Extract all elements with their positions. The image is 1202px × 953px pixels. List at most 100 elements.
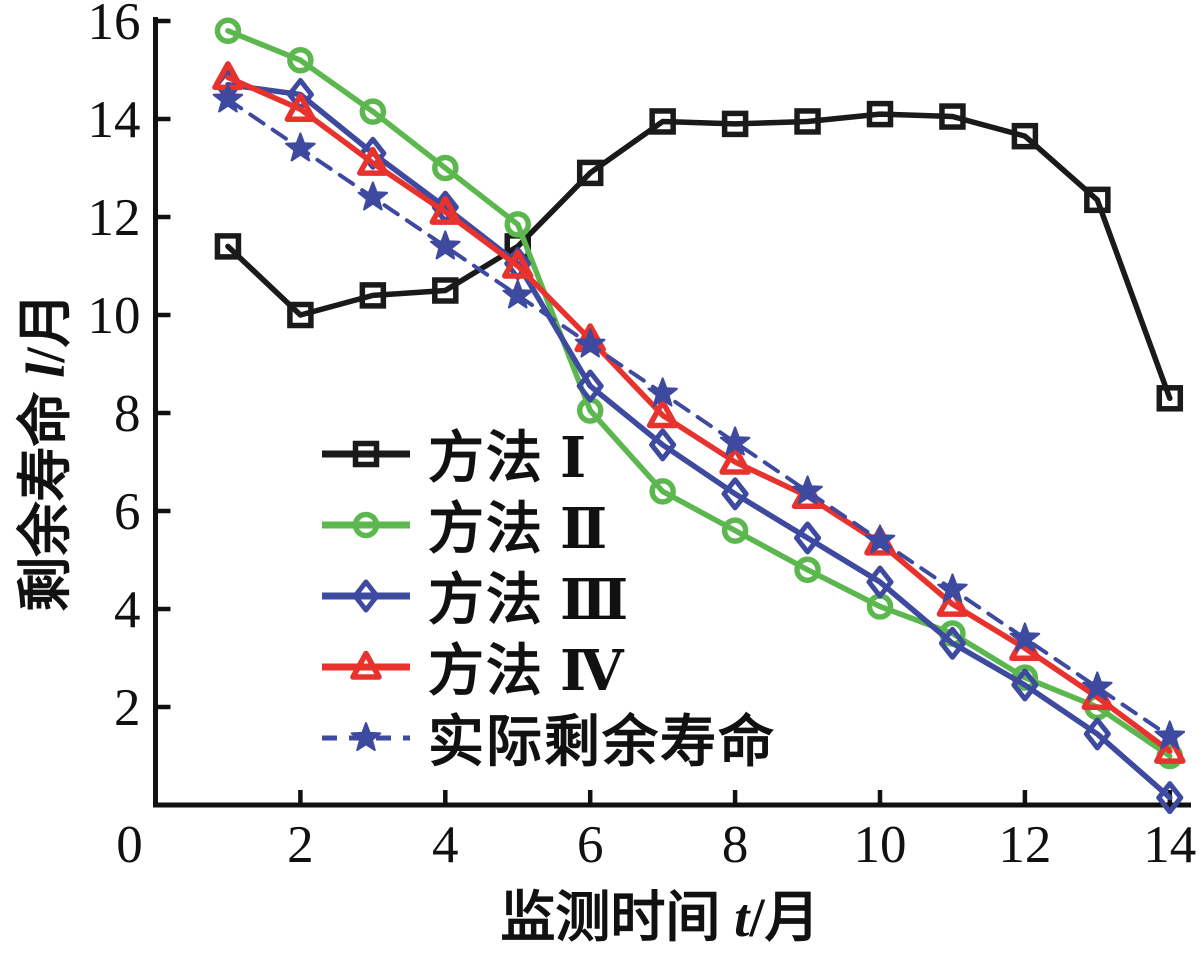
star-marker (212, 83, 244, 113)
square-marker (352, 440, 380, 467)
series-5 (212, 83, 1186, 750)
square-marker (287, 301, 314, 329)
circle-marker (649, 478, 676, 505)
legend-item-method-1: 方法 Ⅰ (318, 418, 776, 490)
x-tick-label: 8 (722, 816, 749, 874)
x-tick-label: 14 (1143, 816, 1196, 874)
diamond-marker (352, 579, 380, 612)
triangle-marker (357, 146, 389, 176)
series-line (225, 81, 1173, 801)
x-tick-label: 4 (432, 816, 459, 874)
square-marker (432, 277, 459, 304)
square-marker (721, 110, 749, 138)
y-tick-label: 10 (88, 287, 141, 345)
square-marker (794, 108, 821, 135)
y-axis-title: 剩余寿命 l/月 (0, 292, 80, 611)
method-2-circle-marker-icon (322, 511, 410, 538)
x-tick-label: 0 (116, 816, 143, 874)
y-tick-label: 4 (114, 581, 141, 639)
diamond-marker (721, 477, 749, 511)
triangle-marker (646, 399, 679, 429)
star-marker (1009, 622, 1041, 652)
star-marker (864, 524, 896, 554)
star-marker (937, 573, 968, 603)
circle-marker (432, 154, 459, 182)
triangle-marker (284, 92, 317, 122)
x-axis-unit: /月 (749, 887, 820, 948)
diamond-marker (1011, 668, 1039, 702)
y-axis-title-text: 剩余寿命 (15, 377, 76, 612)
legend-label-method-3: 方法 Ⅲ (428, 570, 631, 632)
actual-rul-star-marker-icon (322, 721, 410, 751)
star-marker (719, 426, 751, 456)
square-marker (649, 108, 676, 135)
legend-item-method-2: 方法 Ⅱ (318, 489, 776, 561)
y-tick-label: 16 (88, 0, 141, 51)
star-marker (430, 230, 461, 260)
method-3-diamond-marker-icon (322, 579, 410, 612)
x-tick-label: 2 (287, 816, 314, 874)
star-marker (502, 279, 533, 309)
x-tick-label: 10 (854, 816, 907, 874)
square-marker (214, 233, 242, 260)
legend-item-method-4: 方法 Ⅳ (318, 631, 776, 703)
y-tick-label: 8 (114, 385, 141, 443)
triangle-marker (719, 445, 751, 475)
circle-marker (352, 511, 380, 538)
legend: 方法 Ⅰ 方法 Ⅱ 方法 Ⅲ 方法 Ⅳ 实际剩余寿命 (318, 418, 776, 774)
diamond-marker (866, 565, 894, 599)
x-axis-title-text: 监测时间 (500, 887, 735, 948)
diamond-marker (649, 428, 677, 462)
legend-label-actual-rul: 实际剩余寿命 (428, 712, 776, 774)
y-tick-label: 12 (88, 189, 141, 247)
series-line (225, 28, 1173, 759)
legend-label-method-1: 方法 Ⅰ (428, 428, 589, 490)
square-marker (1011, 122, 1039, 150)
legend-item-method-3: 方法 Ⅲ (318, 560, 776, 632)
x-axis-title: 监测时间 t/月 (500, 872, 819, 952)
square-marker (939, 103, 966, 130)
circle-marker (214, 17, 242, 45)
triangle-marker (502, 249, 534, 279)
triangle-marker (429, 195, 462, 225)
diamond-marker (576, 369, 604, 403)
star-marker (1082, 671, 1113, 701)
x-axis-variable: t (734, 887, 750, 948)
series-1 (214, 100, 1184, 412)
circle-marker (721, 517, 749, 544)
legend-label-method-2: 方法 Ⅱ (428, 499, 610, 561)
square-marker (359, 282, 387, 309)
diamond-marker (359, 136, 387, 170)
circle-marker (504, 211, 531, 238)
diamond-marker (938, 626, 966, 660)
square-marker (576, 159, 604, 187)
y-axis-variable: l (15, 362, 76, 378)
axes: 0 2 4 6 8 10 12 14 2 4 6 8 10 12 14 16 (88, 0, 1197, 874)
diamond-marker (1083, 717, 1111, 751)
series-line (225, 97, 1172, 739)
star-marker (792, 475, 823, 505)
legend-label-method-4: 方法 Ⅳ (428, 641, 626, 703)
star-marker (285, 132, 316, 162)
method-4-triangle-marker-icon (322, 650, 410, 680)
circle-marker (794, 556, 821, 584)
triangle-marker (350, 650, 382, 680)
method-1-square-marker-icon (322, 440, 410, 467)
square-marker (866, 100, 894, 128)
diamond-marker (1156, 781, 1184, 815)
triangle-marker (1154, 734, 1186, 764)
circle-marker (287, 46, 314, 74)
x-tick-label: 6 (577, 816, 604, 874)
square-marker (1084, 186, 1111, 214)
circle-marker (359, 98, 387, 125)
diamond-marker (794, 521, 822, 555)
star-marker (574, 328, 606, 358)
legend-item-actual-rul: 实际剩余寿命 (318, 702, 776, 774)
y-tick-label: 6 (114, 483, 141, 541)
star-marker (647, 377, 678, 407)
star-marker (1154, 720, 1186, 750)
star-marker (357, 181, 389, 211)
square-marker (1156, 385, 1184, 412)
